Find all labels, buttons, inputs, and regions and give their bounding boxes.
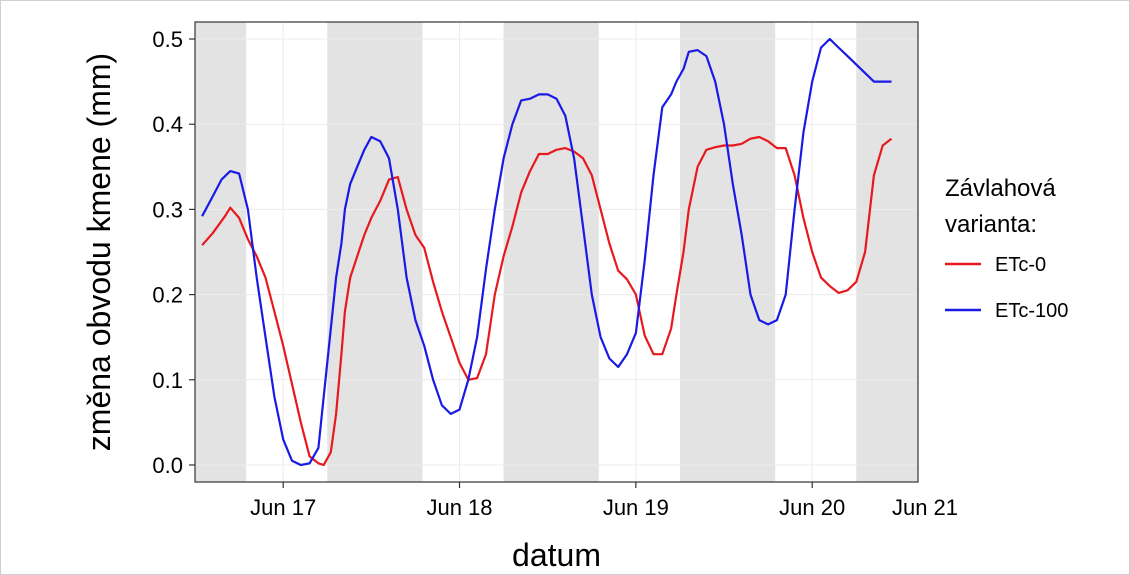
y-tick-label: 0.0 (152, 453, 183, 478)
shade-band (503, 22, 599, 482)
shade-band (195, 22, 247, 482)
y-tick-label: 0.5 (152, 27, 183, 52)
x-tick-label: Jun 21 (892, 495, 958, 520)
series-lines (201, 37, 893, 467)
y-tick-label: 0.1 (152, 368, 183, 393)
legend-title-line: varianta: (945, 211, 1037, 238)
y-tick-label: 0.2 (152, 283, 183, 308)
shade-band (327, 22, 423, 482)
x-axis-title: datum (512, 537, 601, 573)
shade-band (856, 22, 918, 482)
x-tick-label: Jun 19 (603, 495, 669, 520)
series-line-etc-100 (201, 37, 892, 467)
y-axis-ticks: 0.0 0.1 0.2 0.3 0.4 0.5 (152, 27, 195, 478)
legend-label: ETc-0 (995, 254, 1046, 276)
x-axis-ticks: Jun 17 Jun 18 Jun 19 Jun 20 Jun 21 (250, 482, 958, 520)
y-tick-label: 0.4 (152, 112, 183, 137)
y-axis-title: změna obvodu kmene (mm) (81, 53, 117, 451)
shade-band (679, 22, 776, 482)
gridlines (195, 22, 918, 482)
legend: Závlahová varianta: ETc-0 ETc-100 (945, 175, 1068, 322)
legend-title-line: Závlahová (945, 175, 1056, 202)
x-tick-label: Jun 17 (250, 495, 316, 520)
night-shading (195, 22, 918, 482)
series-line-etc-0 (201, 135, 893, 467)
x-tick-label: Jun 18 (426, 495, 492, 520)
x-tick-label: Jun 20 (779, 495, 845, 520)
y-tick-label: 0.3 (152, 197, 183, 222)
plot-area-border (194, 21, 919, 483)
legend-label: ETc-100 (995, 300, 1068, 322)
